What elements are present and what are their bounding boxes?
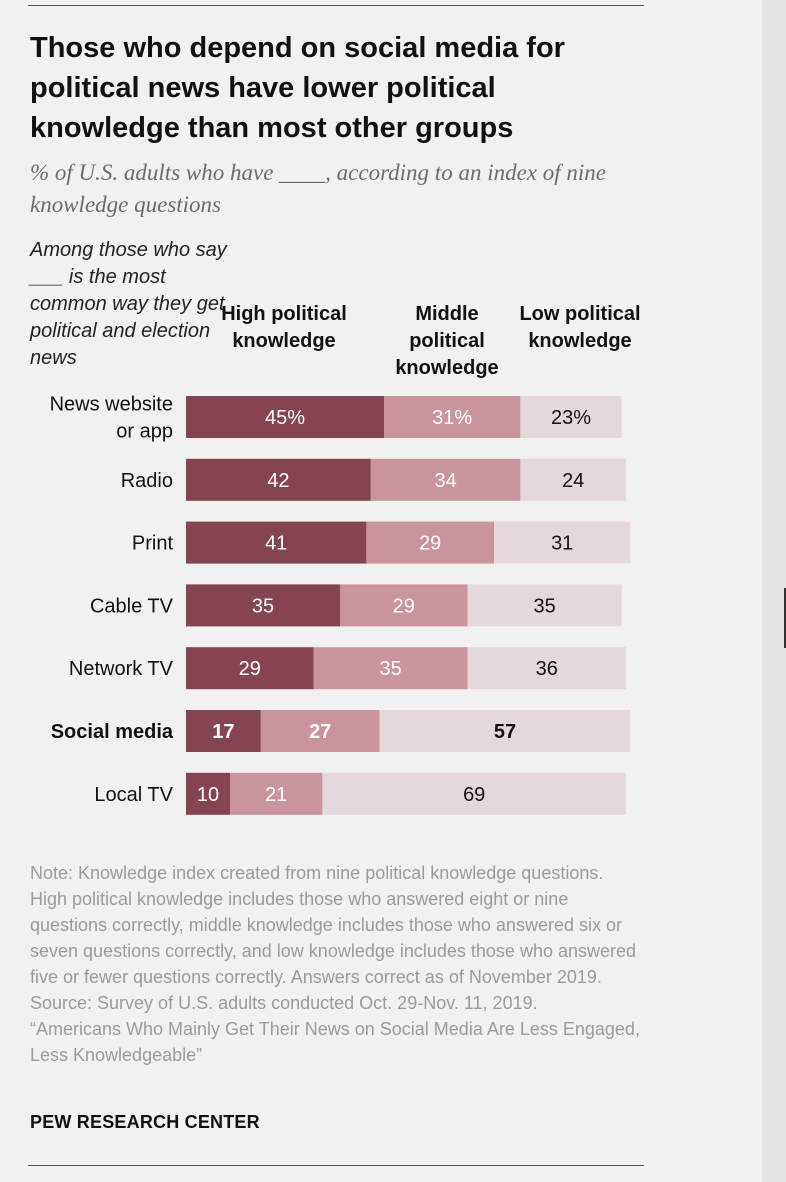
bar-low-social-media — [379, 710, 631, 752]
data-label-high-cable-tv: 35 — [252, 595, 274, 617]
category-label-local-tv: Local TV — [94, 784, 173, 806]
data-label-high-news-website-or-app: 45% — [265, 407, 305, 429]
bar-high-radio — [186, 458, 371, 501]
column-header-middle: Middle political knowledge — [395, 303, 499, 379]
row-header: Among those who say ___ is the most comm… — [30, 239, 227, 369]
bar-low-news-website-or-app — [520, 396, 622, 438]
bar-middle-network-tv — [313, 647, 468, 690]
bar-middle-news-website-or-app — [384, 396, 521, 438]
column-header-high: High political knowledge — [221, 303, 347, 352]
bar-high-news-website-or-app — [186, 396, 384, 438]
bar-high-social-media — [186, 710, 261, 752]
data-label-high-radio: 42 — [267, 470, 289, 492]
column-header-low: Low political knowledge — [519, 303, 641, 352]
note-text: Note: Knowledge index created from nine … — [30, 863, 637, 987]
data-label-low-radio: 24 — [562, 470, 584, 492]
category-label-social-media: Social media — [51, 721, 174, 743]
data-label-high-local-tv: 10 — [197, 784, 219, 806]
bar-high-print — [186, 521, 367, 564]
pew-logo: PEW RESEARCH CENTER — [30, 1112, 260, 1132]
chart-title: Those who depend on social media for pol… — [30, 32, 565, 144]
data-label-low-local-tv: 69 — [463, 784, 485, 806]
top-rule — [28, 5, 644, 6]
data-label-high-social-media: 17 — [212, 721, 234, 743]
report-title-text: “Americans Who Mainly Get Their News on … — [30, 1019, 640, 1065]
data-label-middle-radio: 34 — [434, 470, 456, 492]
scrollbar-thumb[interactable] — [784, 588, 786, 648]
category-label-print: Print — [132, 533, 174, 555]
bar-low-cable-tv — [467, 584, 622, 627]
source-text: Source: Survey of U.S. adults conducted … — [30, 993, 538, 1013]
category-label-cable-tv: Cable TV — [90, 595, 174, 617]
data-label-middle-network-tv: 35 — [379, 658, 401, 680]
bar-low-print — [494, 521, 631, 564]
data-label-middle-news-website-or-app: 31% — [432, 407, 472, 429]
bar-middle-cable-tv — [340, 584, 468, 627]
bottom-rule — [28, 1165, 644, 1166]
bar-high-network-tv — [186, 647, 314, 690]
bar-high-local-tv — [186, 772, 230, 815]
bar-middle-print — [366, 521, 494, 564]
category-label-news-website-or-app: News website or app — [50, 394, 173, 443]
data-label-low-network-tv: 36 — [536, 658, 558, 680]
bar-middle-social-media — [260, 710, 380, 752]
bar-middle-radio — [370, 458, 521, 501]
chart-note: Note: Knowledge index created from nine … — [30, 860, 640, 1068]
data-label-middle-print: 29 — [419, 533, 441, 555]
data-label-low-social-media: 57 — [494, 721, 516, 743]
bar-high-cable-tv — [186, 584, 340, 627]
data-label-low-print: 31 — [551, 533, 573, 555]
category-label-radio: Radio — [121, 470, 173, 492]
bar-middle-local-tv — [230, 772, 323, 815]
right-edge-strip — [762, 0, 786, 1182]
data-label-high-print: 41 — [265, 533, 287, 555]
chart-subtitle: % of U.S. adults who have ____, accordin… — [30, 160, 606, 217]
bar-low-network-tv — [467, 647, 626, 690]
data-label-middle-social-media: 27 — [309, 721, 331, 743]
category-label-network-tv: Network TV — [69, 658, 174, 680]
bar-low-radio — [520, 458, 626, 501]
data-label-low-cable-tv: 35 — [533, 595, 555, 617]
data-label-middle-cable-tv: 29 — [393, 595, 415, 617]
data-label-middle-local-tv: 21 — [265, 784, 287, 806]
data-label-high-network-tv: 29 — [239, 658, 261, 680]
data-label-low-news-website-or-app: 23% — [551, 407, 591, 429]
bar-low-local-tv — [322, 772, 626, 815]
